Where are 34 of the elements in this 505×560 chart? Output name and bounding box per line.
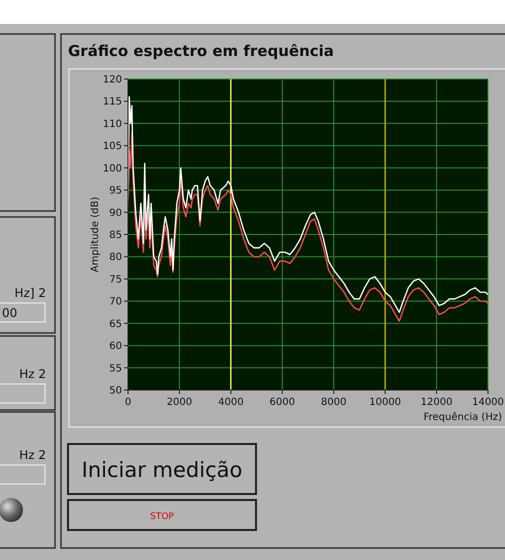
y-tick-label: 75 [109,274,122,286]
y-tick-label: 65 [109,318,122,330]
y-tick-label: 100 [102,163,122,174]
y-tick-label: 90 [109,208,122,219]
text: Hz 2 [19,448,46,462]
x-tick-label: 6000 [270,397,296,408]
y-tick-label: 70 [109,296,122,308]
text: Iniciar medição [82,458,242,482]
x-tick-label: 0 [124,397,132,408]
text: STOP [150,512,174,522]
text: Hz 2 [19,367,46,381]
y-tick-label: 110 [102,118,122,130]
y-axis-title: Amplitude (dB) [90,196,101,272]
y-tick-label: 105 [102,141,122,152]
text: Hz] 2 [14,286,46,300]
y-tick-label: 95 [109,186,122,197]
y-tick-label: 50 [109,386,122,396]
y-tick-label: 80 [109,252,122,264]
x-tick-label: 12000 [420,397,452,408]
text: 00 [2,306,18,320]
y-tick-label: 120 [102,74,122,86]
x-tick-label: 14000 [472,397,504,408]
line-series [127,96,489,313]
y-tick-label: 60 [109,341,122,352]
y-tick-label: 55 [109,363,122,374]
x-tick-label: 2000 [166,397,192,408]
chart-title: Gráfico espectro em frequência [68,42,334,60]
x-tick-label: 8000 [320,397,346,408]
x-axis-title: Frequência (Hz) [424,412,502,423]
line-series [127,132,489,322]
x-tick-label: 10000 [369,397,402,408]
y-tick-label: 85 [109,230,122,241]
y-tick-label: 115 [102,96,122,108]
x-tick-label: 4000 [218,397,244,408]
